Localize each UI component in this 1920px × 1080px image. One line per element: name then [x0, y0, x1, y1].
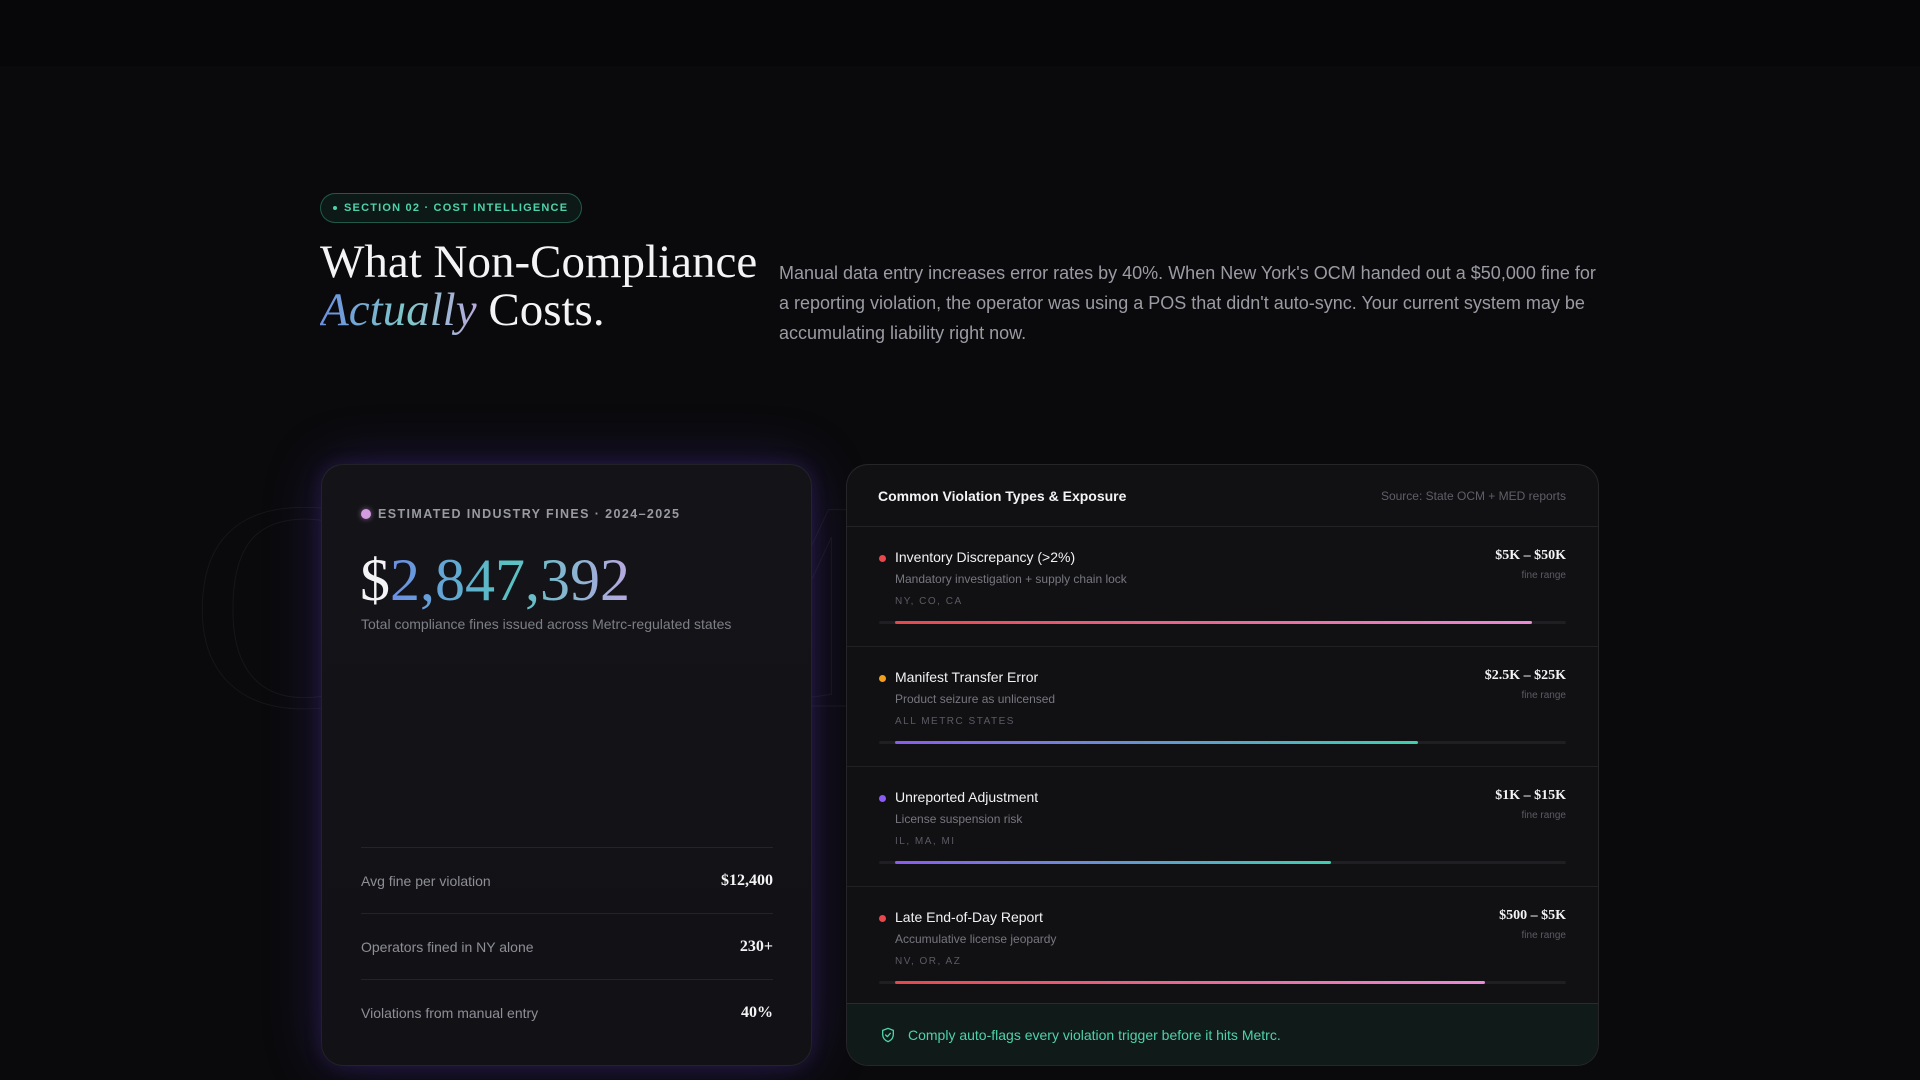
exposure-bar-fill — [895, 621, 1533, 624]
violation-row: Unreported Adjustment License suspension… — [847, 767, 1598, 887]
title-part-2: Costs. — [476, 284, 605, 336]
badge-label: SECTION 02 · COST INTELLIGENCE — [344, 202, 569, 214]
violation-row: Late End-of-Day Report Accumulative lice… — [847, 887, 1598, 1007]
stat-row: Operators fined in NY alone 230+ — [361, 913, 773, 979]
stat-label: Avg fine per violation — [361, 872, 491, 889]
severity-dot-icon — [879, 555, 886, 562]
fines-caption: Total compliance fines issued across Met… — [361, 616, 732, 632]
fine-range: $1K – $15K — [1495, 788, 1566, 803]
violation-description: Accumulative license jeopardy — [895, 932, 1057, 946]
stat-label: Violations from manual entry — [361, 1004, 539, 1021]
fines-card: ESTIMATED INDUSTRY FINES · 2024–2025 $2,… — [321, 464, 812, 1066]
violation-description: Mandatory investigation + supply chain l… — [895, 572, 1127, 586]
violations-source: Source: State OCM + MED reports — [1380, 488, 1566, 503]
fines-amount: 2,847,392 — [390, 547, 630, 613]
badge-dot-icon — [333, 206, 337, 210]
intro-paragraph: Manual data entry increases error rates … — [779, 263, 1596, 343]
stat-row: Violations from manual entry 40% — [361, 979, 773, 1045]
page-title: What Non-Compliance Actually Costs. — [320, 238, 760, 334]
severity-dot-icon — [879, 675, 886, 682]
violations-card-header: Common Violation Types & Exposure Source… — [847, 465, 1598, 527]
title-accent: Actually — [320, 284, 477, 336]
violation-name: Manifest Transfer Error — [895, 669, 1039, 685]
fine-range: $5K – $50K — [1495, 548, 1566, 563]
title-part-1: What Non-Compliance — [320, 236, 758, 288]
fines-total: $2,847,392 — [360, 545, 630, 615]
violation-states: IL, MA, MI — [895, 836, 956, 847]
fine-range: $2.5K – $25K — [1484, 668, 1566, 683]
violations-title: Common Violation Types & Exposure — [878, 487, 1127, 504]
violation-row: Inventory Discrepancy (>2%) Mandatory in… — [847, 527, 1598, 647]
exposure-bar-fill — [895, 861, 1332, 864]
fines-stats: Avg fine per violation $12,400 Operators… — [361, 847, 773, 1045]
top-navbar — [0, 0, 1920, 66]
violation-states: ALL METRC STATES — [895, 716, 1015, 727]
fine-range-label: fine range — [1521, 570, 1566, 581]
fine-range: $500 – $5K — [1499, 908, 1566, 923]
section-badge: SECTION 02 · COST INTELLIGENCE — [320, 193, 583, 223]
fine-range-label: fine range — [1521, 810, 1566, 821]
fine-range-label: fine range — [1521, 690, 1566, 701]
violations-footer: Comply auto-flags every violation trigge… — [847, 1003, 1598, 1065]
fine-range-label: fine range — [1521, 930, 1566, 941]
violation-name: Inventory Discrepancy (>2%) — [895, 549, 1076, 565]
stat-value: $12,400 — [721, 871, 773, 889]
stat-label: Operators fined in NY alone — [361, 938, 534, 955]
footer-message: Comply auto-flags every violation trigge… — [908, 1026, 1281, 1043]
exposure-bar-fill — [895, 741, 1419, 744]
violations-card: Common Violation Types & Exposure Source… — [846, 464, 1599, 1066]
exposure-bar — [879, 621, 1566, 624]
violation-description: License suspension risk — [895, 812, 1023, 826]
stat-value: 230+ — [739, 937, 773, 955]
exposure-bar-fill — [895, 981, 1486, 984]
stat-value: 40% — [741, 1003, 773, 1021]
severity-dot-icon — [879, 795, 886, 802]
fines-currency: $ — [360, 547, 390, 613]
pulse-dot-icon — [361, 509, 371, 519]
exposure-bar — [879, 861, 1566, 864]
fines-label-text: ESTIMATED INDUSTRY FINES · 2024–2025 — [378, 507, 681, 521]
fines-card-label: ESTIMATED INDUSTRY FINES · 2024–2025 — [361, 507, 680, 521]
violation-name: Unreported Adjustment — [895, 789, 1039, 805]
violation-description: Product seizure as unlicensed — [895, 692, 1056, 706]
violation-states: NV, OR, AZ — [895, 956, 962, 967]
exposure-bar — [879, 981, 1566, 984]
stat-row: Avg fine per violation $12,400 — [361, 847, 773, 913]
violation-row: Manifest Transfer Error Product seizure … — [847, 647, 1598, 767]
violation-states: NY, CO, CA — [895, 596, 963, 607]
violation-name: Late End-of-Day Report — [895, 909, 1043, 925]
severity-dot-icon — [879, 915, 886, 922]
exposure-bar — [879, 741, 1566, 744]
shield-check-icon — [882, 1027, 894, 1042]
